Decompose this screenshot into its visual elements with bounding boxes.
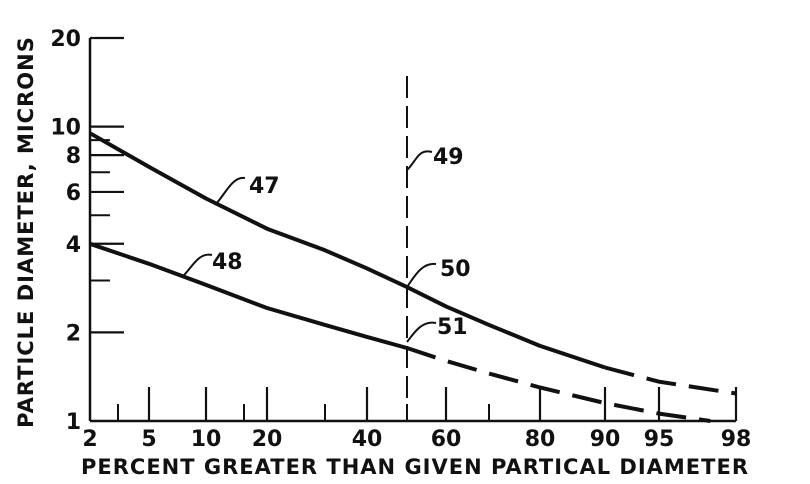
series-line-48-dashed [406,346,711,423]
x-tick-label: 2 [82,427,97,452]
x-tick-label: 20 [252,427,283,452]
callout-label-49: 49 [433,145,464,170]
callout-leader-49 [406,150,433,171]
x-tick-label: 5 [141,427,156,452]
y-tick-label: 8 [66,144,81,169]
y-ticks: 1 2 4 6 8 10 20 [50,27,124,435]
callout-label-48: 48 [212,250,243,275]
x-tick-label: 90 [590,427,621,452]
x-ticks: 2 5 10 20 40 60 80 90 95 98 [82,387,751,452]
y-tick-label: 10 [50,116,81,141]
x-tick-label: 60 [431,427,462,452]
x-tick-label: 40 [352,427,383,452]
series-line-48-solid [89,241,408,350]
y-tick-label: 4 [66,233,81,258]
axes [88,38,736,423]
callout-leader-47 [214,176,246,206]
series-line-47-solid [89,131,606,370]
callout-label-47: 47 [249,174,280,199]
callout-label-51: 51 [437,315,468,340]
y-tick-label: 20 [50,27,81,52]
series-line-47-dashed [604,365,737,396]
y-tick-label: 2 [66,321,81,346]
y-tick-label: 6 [66,181,81,206]
callout-label-50: 50 [440,257,471,282]
y-axis-title: PARTICLE DIAMETER, MICRONS [14,36,38,428]
y-tick-label: 1 [66,410,81,435]
x-tick-label: 10 [191,427,222,452]
x-tick-label: 95 [644,427,675,452]
x-tick-label: 98 [721,427,752,452]
callout-leader-51 [406,321,437,343]
callout-leader-50 [406,262,437,288]
series-layer [89,131,737,423]
annotation-layer: 47 48 49 50 51 [181,145,471,343]
callout-leader-48 [181,253,213,278]
x-axis-title: PERCENT GREATER THAN GIVEN PARTICAL DIAM… [81,455,749,479]
x-tick-label: 80 [525,427,556,452]
